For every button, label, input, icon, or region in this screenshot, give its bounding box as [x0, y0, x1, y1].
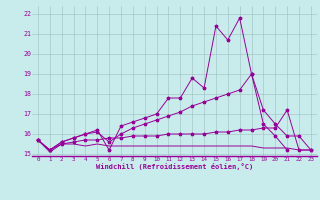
X-axis label: Windchill (Refroidissement éolien,°C): Windchill (Refroidissement éolien,°C) — [96, 163, 253, 170]
